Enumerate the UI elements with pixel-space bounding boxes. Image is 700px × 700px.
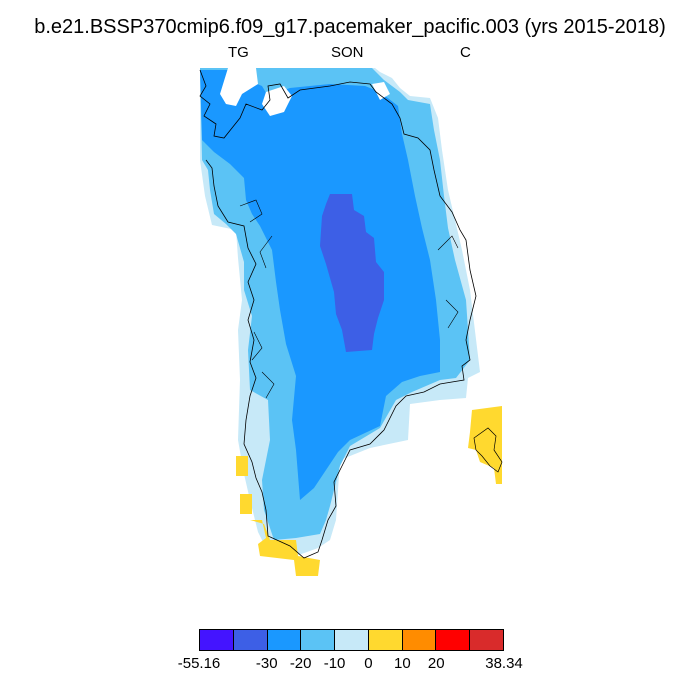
colorbar-tick-label: 20	[427, 655, 445, 672]
colorbar	[199, 629, 504, 651]
positive-patch-southwest-1	[236, 456, 248, 476]
colorbar-swatch	[267, 630, 302, 650]
positive-patch-southwest-2	[240, 494, 252, 514]
season-label: SON	[331, 44, 364, 61]
colorbar-swatch	[301, 630, 336, 650]
units-label: C	[460, 44, 471, 61]
colorbar-swatch	[233, 630, 268, 650]
coastline-inner-fjords	[239, 199, 459, 399]
coastal-gap-nw	[220, 68, 258, 106]
colorbar-swatch	[200, 630, 234, 650]
coastline	[199, 69, 477, 559]
colorbar-tick-label: 10	[393, 655, 411, 672]
colorbar-tick-label: -30	[255, 655, 278, 672]
coastline-east-island	[473, 427, 503, 473]
colorbar-swatch	[436, 630, 471, 650]
colorbar-tick-label: 0	[364, 655, 373, 672]
contour-band-minus30-to-minus40	[320, 194, 384, 352]
coastal-gap-nw-2	[262, 86, 292, 116]
positive-patch-east	[468, 406, 502, 484]
contour-band-minus20-to-minus30	[200, 70, 440, 500]
colorbar-tick-label: 38.34	[485, 655, 523, 672]
colorbar-swatch	[402, 630, 437, 650]
colorbar-tick-label: -55.16	[177, 655, 221, 672]
colorbar-tick-label: -10	[323, 655, 346, 672]
coastal-gap-n	[372, 82, 390, 100]
colorbar-swatch	[335, 630, 369, 650]
variable-label: TG	[228, 44, 249, 61]
plot-title: b.e21.BSSP370cmip6.f09_g17.pacemaker_pac…	[34, 16, 666, 38]
colorbar-swatch	[368, 630, 403, 650]
colorbar-tick-label: -20	[289, 655, 312, 672]
colorbar-swatch	[470, 630, 504, 650]
